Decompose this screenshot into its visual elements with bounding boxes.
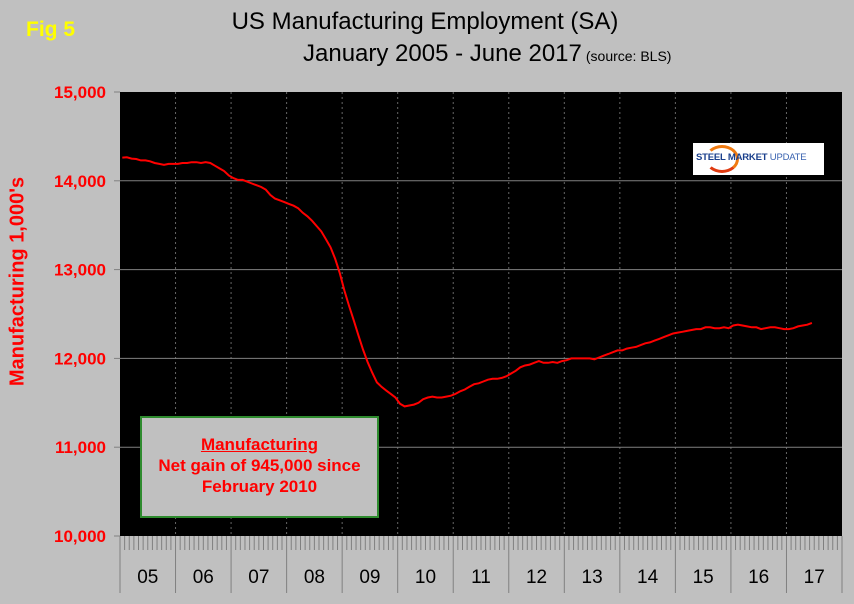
annotation-box: Manufacturing Net gain of 945,000 since … bbox=[140, 416, 379, 518]
y-tick-label: 11,000 bbox=[55, 438, 106, 457]
x-tick-label: 11 bbox=[471, 567, 491, 588]
x-tick-label: 05 bbox=[137, 567, 158, 588]
x-tick-label: 06 bbox=[193, 567, 214, 588]
source-note: (source: BLS) bbox=[585, 48, 672, 64]
annotation-line2: February 2010 bbox=[201, 477, 318, 496]
y-tick-label: 10,000 bbox=[54, 527, 106, 546]
y-tick-label: 13,000 bbox=[54, 261, 106, 280]
chart-title: US Manufacturing Employment (SA) bbox=[0, 8, 854, 36]
x-tick-label: 07 bbox=[248, 567, 269, 588]
x-tick-label: 10 bbox=[415, 567, 436, 588]
y-tick-label: 15,000 bbox=[54, 83, 106, 102]
annotation-line1: Net gain of 945,000 since bbox=[158, 456, 361, 475]
x-tick-label: 16 bbox=[748, 567, 769, 588]
x-tick-label: 13 bbox=[582, 567, 603, 588]
x-tick-label: 12 bbox=[526, 567, 547, 588]
series-line-manufacturing bbox=[122, 156, 813, 408]
annotation-heading: Manufacturing bbox=[200, 435, 319, 454]
y-tick-label: 14,000 bbox=[54, 172, 106, 191]
x-tick-label: 15 bbox=[693, 567, 714, 588]
chart-title-text: US Manufacturing Employment (SA) bbox=[231, 8, 619, 35]
logo-swoosh-icon bbox=[705, 145, 739, 173]
logo-text: STEEL MARKET UPDATE bbox=[696, 152, 807, 163]
figure-label: Fig 5 bbox=[26, 18, 76, 41]
subtitle-text: January 2005 - June 2017 bbox=[303, 40, 582, 67]
x-tick-label: 09 bbox=[359, 567, 380, 588]
x-tick-label: 17 bbox=[804, 567, 825, 588]
y-axis-label: Manufacturing 1,000's bbox=[6, 176, 29, 387]
chart-subtitle: January 2005 - June 2017 (source: BLS) bbox=[303, 40, 671, 68]
x-tick-label: 08 bbox=[304, 567, 325, 588]
y-tick-label: 12,000 bbox=[54, 349, 106, 368]
x-tick-label: 14 bbox=[637, 567, 659, 588]
steel-market-update-logo: STEEL MARKET UPDATE bbox=[693, 143, 824, 175]
